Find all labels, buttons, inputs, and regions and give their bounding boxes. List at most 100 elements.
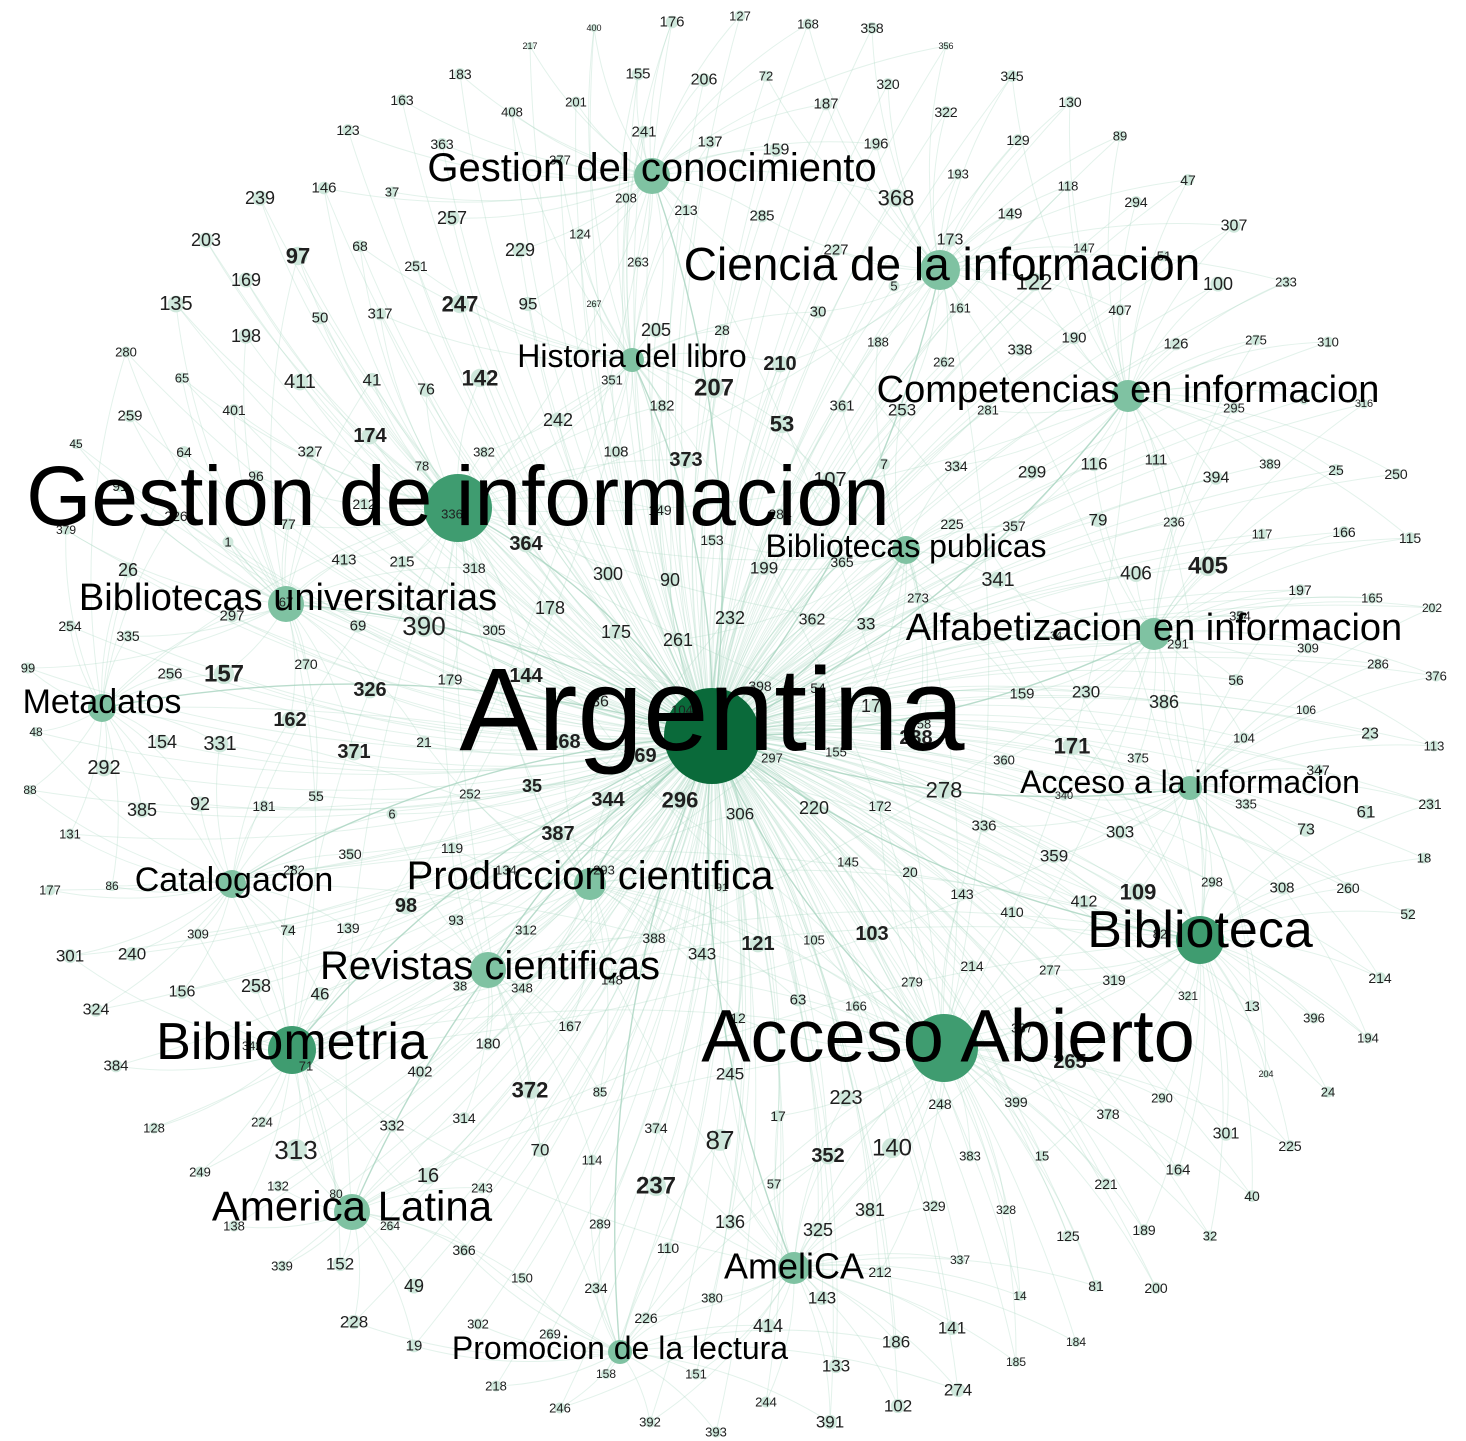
graph-edge	[611, 379, 713, 737]
graph-edge	[598, 1223, 621, 1353]
graph-edge	[711, 735, 1291, 1147]
graph-edge	[529, 45, 653, 177]
graph-edge	[623, 131, 645, 361]
graph-node	[385, 1119, 399, 1133]
keyword-node	[424, 474, 492, 542]
graph-edge	[295, 735, 713, 1151]
graph-edge	[481, 735, 713, 1189]
graph-edge	[579, 233, 713, 737]
node-number-label: 338	[1007, 342, 1032, 359]
node-number-label: 15	[1035, 1149, 1049, 1164]
graph-node	[524, 778, 540, 794]
node-number-label: 295	[1223, 401, 1245, 416]
graph-edge	[711, 311, 819, 737]
graph-edge	[711, 341, 879, 737]
node-number-label: 225	[1278, 1138, 1302, 1154]
graph-edge	[711, 735, 899, 1407]
graph-node	[1112, 824, 1128, 840]
graph-edge	[711, 519, 1099, 737]
graph-edge	[413, 1345, 621, 1363]
node-number-label: 398	[748, 678, 772, 694]
graph-edge	[463, 735, 713, 1251]
graph-node	[24, 784, 36, 796]
graph-edge	[711, 75, 1013, 737]
graph-node	[1338, 526, 1350, 538]
graph-node	[869, 137, 883, 151]
node-number-label: 63	[790, 992, 807, 1009]
graph-edge	[181, 377, 287, 605]
graph-edge	[651, 103, 827, 177]
graph-edge	[1199, 939, 1329, 1093]
graph-node	[938, 356, 950, 368]
graph-edge	[711, 604, 1433, 737]
graph-node	[163, 667, 177, 681]
node-number-label: 144	[509, 665, 543, 687]
graph-node	[532, 1142, 548, 1158]
keyword-label: Produccion cientifica	[407, 854, 775, 898]
keyword-node	[920, 250, 960, 290]
graph-edge	[793, 1267, 1017, 1363]
graph-edge	[323, 175, 653, 203]
graph-edge	[645, 735, 723, 1319]
node-number-label: 45	[69, 437, 83, 451]
node-number-label: 118	[1058, 179, 1079, 194]
graph-edge	[711, 735, 959, 1391]
node-number-label: 309	[1297, 641, 1319, 656]
node-number-label: 181	[252, 798, 276, 814]
node-number-label: 37	[385, 185, 399, 200]
graph-edge	[711, 704, 1245, 739]
graph-edge	[323, 187, 713, 737]
node-number-label: 296	[662, 788, 699, 813]
graph-node	[722, 610, 738, 626]
node-number-label: 396	[1303, 1011, 1325, 1026]
node-number-label: 104	[1233, 731, 1255, 746]
graph-edge	[457, 507, 795, 1269]
graph-edge	[711, 731, 1307, 831]
graph-node	[1359, 399, 1369, 409]
node-number-label: 373	[669, 449, 702, 471]
graph-node	[755, 209, 769, 223]
graph-node	[564, 1020, 576, 1032]
graph-node	[410, 260, 422, 272]
graph-edge	[69, 833, 233, 885]
graph-edge	[353, 735, 713, 1323]
graph-node	[1150, 1282, 1162, 1294]
node-number-label: 132	[267, 1179, 289, 1194]
graph-edge	[711, 185, 1069, 737]
graph-edge	[141, 735, 713, 818]
graph-edge	[711, 471, 1033, 737]
graph-edge	[197, 735, 713, 935]
graph-edge	[291, 883, 591, 1051]
node-number-label: 413	[331, 552, 356, 569]
graph-edge	[711, 225, 1235, 737]
graph-edge	[711, 695, 1371, 737]
graph-node	[192, 928, 204, 940]
keyword-label: Catalogacion	[135, 861, 333, 899]
graph-edge	[1093, 463, 1155, 635]
node-number-label: 214	[1368, 970, 1392, 986]
graph-node	[516, 982, 528, 994]
graph-node	[888, 280, 900, 292]
node-number-label: 147	[1073, 241, 1095, 256]
graph-edge	[1127, 385, 1365, 405]
graph-edge	[413, 735, 713, 1347]
graph-edge	[101, 515, 177, 709]
graph-edge	[711, 307, 961, 737]
graph-edge	[451, 847, 591, 885]
node-number-label: 306	[726, 805, 754, 824]
graph-node	[517, 535, 535, 553]
graph-edge	[875, 341, 907, 551]
graph-edge	[153, 735, 713, 1129]
graph-edge	[129, 415, 287, 605]
graph-node	[123, 409, 137, 423]
graph-node	[1426, 602, 1438, 614]
node-number-label: 342	[242, 1039, 262, 1053]
graph-edge	[1083, 247, 1129, 397]
graph-node	[342, 922, 354, 934]
graph-edge	[353, 735, 713, 767]
node-number-label: 405	[1188, 553, 1228, 580]
node-number-label: 232	[715, 608, 745, 628]
graph-edge	[263, 735, 713, 810]
node-number-label: 408	[501, 105, 523, 120]
graph-node	[542, 600, 558, 616]
